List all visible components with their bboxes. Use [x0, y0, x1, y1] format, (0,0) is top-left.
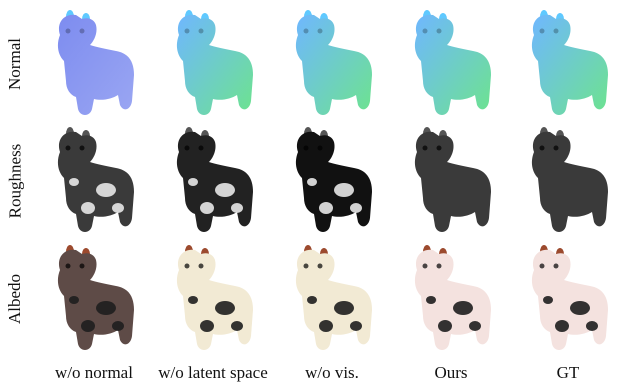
cow-eye	[65, 28, 71, 34]
row-label-normal: Normal	[5, 38, 24, 90]
cow-body	[531, 131, 608, 232]
cow-body	[176, 14, 253, 115]
render-roughness-wo-latent-space	[176, 127, 253, 232]
render-normal-wo-latent-space	[176, 10, 253, 115]
cow-eye	[539, 145, 545, 151]
col-label-wo-vis: w/o vis.	[305, 363, 359, 382]
row-label-albedo: Albedo	[5, 273, 25, 325]
cow-spot	[426, 296, 436, 304]
render-roughness-wo-normal	[57, 127, 135, 232]
cow-spot	[350, 321, 362, 331]
row-label-roughness: Roughness	[5, 143, 24, 219]
cow-spot	[319, 320, 333, 332]
render-normal-wo-vis	[295, 10, 372, 115]
render-albedo-wo-normal	[57, 245, 135, 350]
cow-spot	[81, 320, 95, 332]
render-roughness-gt	[531, 127, 608, 232]
cow-spot	[231, 203, 243, 213]
render-normal-wo-normal	[57, 10, 135, 115]
render-albedo-wo-vis	[295, 245, 372, 350]
cow-eye	[553, 263, 559, 269]
cow-eye	[317, 145, 323, 151]
cow-spot	[200, 202, 214, 214]
cow-spot	[69, 178, 79, 186]
cow-eye	[539, 263, 545, 269]
cow-spot	[438, 320, 452, 332]
cow-spot	[81, 202, 95, 214]
cow-eye	[539, 28, 545, 34]
render-roughness-wo-vis	[295, 127, 372, 232]
cow-spot	[96, 301, 116, 315]
cow-eye	[303, 263, 309, 269]
cow-eye	[422, 263, 428, 269]
cow-eye	[198, 145, 204, 151]
render-albedo-ours	[414, 245, 491, 350]
col-label-gt: GT	[556, 363, 580, 382]
cow-body	[57, 14, 135, 115]
cow-eye	[436, 28, 442, 34]
cow-eye	[184, 263, 190, 269]
cow-spot	[469, 321, 481, 331]
cow-spot	[231, 321, 243, 331]
col-label-ours: Ours	[434, 363, 468, 382]
cow-body	[295, 14, 372, 115]
cow-spot	[200, 320, 214, 332]
cow-eye	[79, 145, 85, 151]
cow-eye	[198, 28, 204, 34]
cow-eye	[317, 263, 323, 269]
cow-spot	[453, 301, 473, 315]
cow-eye	[436, 145, 442, 151]
render-albedo-wo-latent-space	[176, 245, 253, 350]
cow-spot	[543, 296, 553, 304]
cow-spot	[112, 321, 124, 331]
cow-spot	[350, 203, 362, 213]
cow-spot	[555, 320, 569, 332]
render-normal-ours	[414, 10, 491, 115]
cow-spot	[96, 183, 116, 197]
render-roughness-ours	[414, 127, 491, 232]
cow-eye	[422, 28, 428, 34]
cow-body	[414, 131, 491, 232]
cow-eye	[65, 263, 71, 269]
cow-eye	[184, 145, 190, 151]
cow-body	[414, 14, 491, 115]
cow-spot	[215, 301, 235, 315]
cow-body	[531, 14, 608, 115]
cow-spot	[69, 296, 79, 304]
cow-spot	[334, 301, 354, 315]
cow-eye	[553, 28, 559, 34]
cow-spot	[112, 203, 124, 213]
cow-eye	[79, 28, 85, 34]
cow-spot	[307, 178, 317, 186]
cow-eye	[303, 145, 309, 151]
cow-spot	[570, 301, 590, 315]
cow-spot	[319, 202, 333, 214]
cow-eye	[184, 28, 190, 34]
cow-eye	[422, 145, 428, 151]
col-label-wo-latent-space: w/o latent space	[158, 363, 268, 382]
cow-spot	[188, 296, 198, 304]
render-albedo-gt	[531, 245, 608, 350]
cow-eye	[317, 28, 323, 34]
cow-spot	[586, 321, 598, 331]
cow-eye	[303, 28, 309, 34]
cow-eye	[553, 145, 559, 151]
cow-eye	[436, 263, 442, 269]
cow-eye	[65, 145, 71, 151]
cow-spot	[307, 296, 317, 304]
cow-eye	[79, 263, 85, 269]
render-normal-gt	[531, 10, 608, 115]
cow-spot	[188, 178, 198, 186]
cow-eye	[198, 263, 204, 269]
col-label-wo-normal: w/o normal	[55, 363, 133, 382]
cow-spot	[334, 183, 354, 197]
cow-spot	[215, 183, 235, 197]
